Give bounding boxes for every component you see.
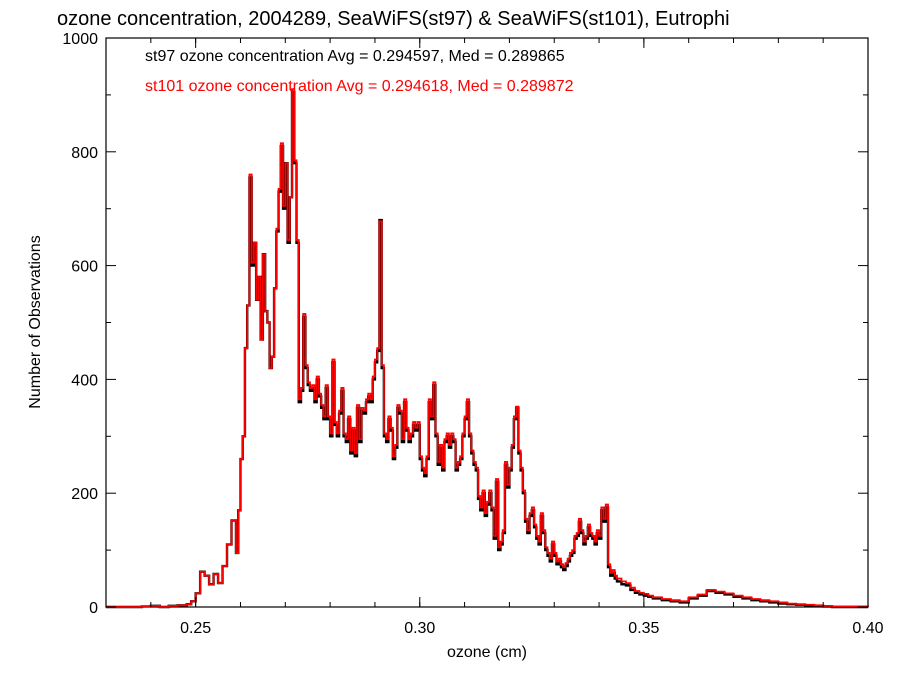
chart-title: ozone concentration, 2004289, SeaWiFS(st…: [57, 8, 730, 30]
y-tick-label: 200: [71, 486, 98, 503]
series-line-0: [106, 90, 868, 609]
y-tick-label: 800: [71, 145, 98, 162]
plot-frame: [105, 37, 869, 608]
y-tick-label: 1000: [62, 31, 98, 48]
y-tick-label: 0: [89, 600, 98, 617]
x-tick-label: 0.35: [628, 620, 659, 637]
x-tick-label: 0.30: [404, 620, 435, 637]
x-tick-label: 0.25: [180, 620, 211, 637]
plot-area: 0.25 0.30 0.35 0.40 0 200 400 600 800 1000: [62, 31, 883, 637]
x-axis-label: ozone (cm): [447, 644, 527, 661]
legend-entry-st97: st97 ozone concentration Avg = 0.294597,…: [145, 48, 565, 65]
x-tick-label: 0.40: [852, 620, 883, 637]
series-group: [106, 88, 869, 609]
y-axis-ticks: 0 200 400 600 800 1000: [62, 31, 868, 617]
x-axis-ticks: 0.25 0.30 0.35 0.40: [105, 38, 884, 637]
series-line-1: [106, 88, 869, 608]
y-tick-label: 400: [71, 372, 98, 389]
legend-entry-st101: st101 ozone concentration Avg = 0.294618…: [145, 78, 574, 95]
y-tick-label: 600: [71, 259, 98, 276]
y-axis-label: Number of Observations: [27, 235, 44, 408]
